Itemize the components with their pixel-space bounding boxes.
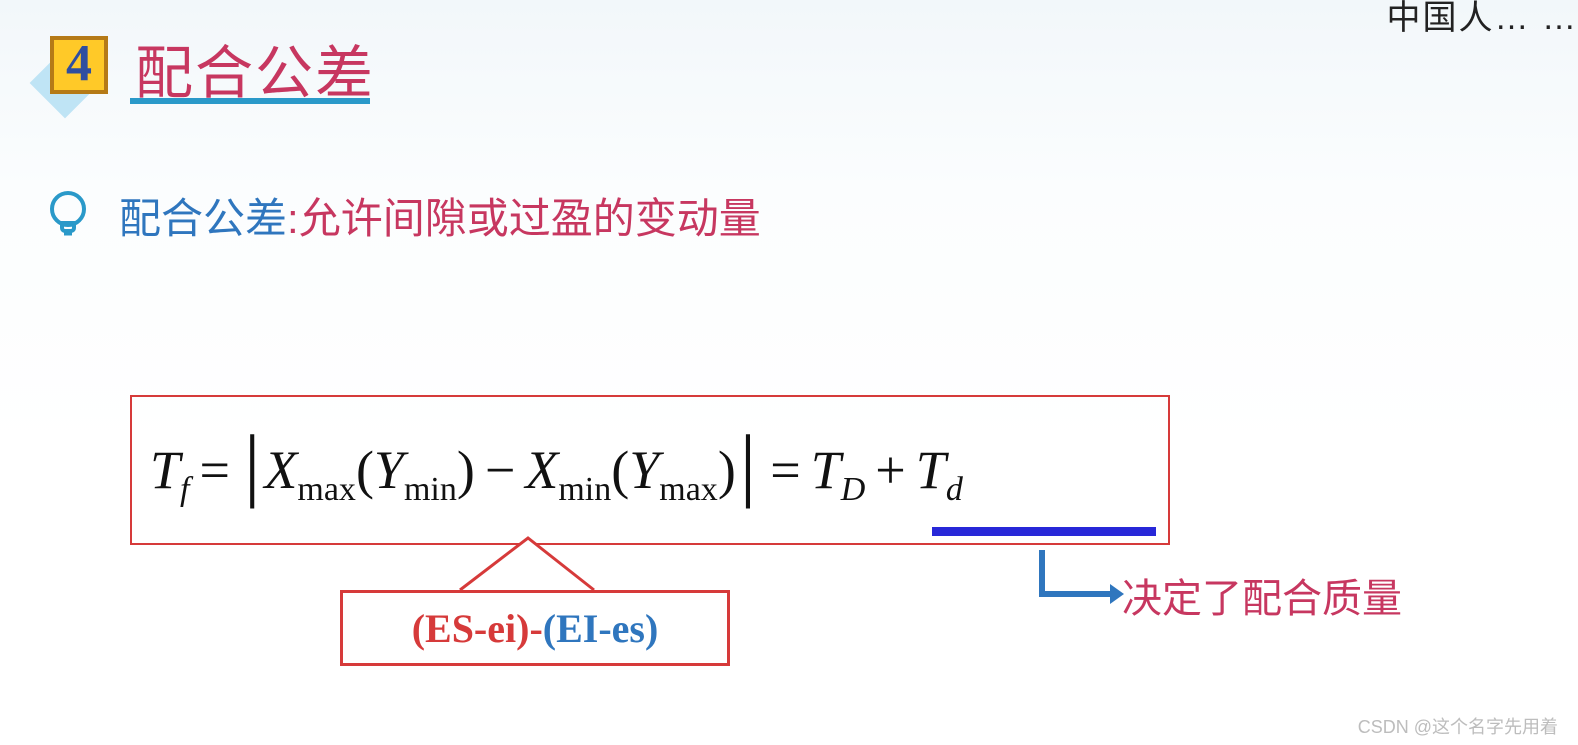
definition-term: 配合公差: [119, 195, 287, 242]
formula-blue-underline: [932, 527, 1156, 536]
lparen-2: (: [611, 439, 629, 501]
definition-text: 配合公差:允许间隙或过盈的变动量: [119, 185, 761, 246]
section-header: 4 配合公差: [30, 18, 390, 108]
callout-arrow-icon: [1022, 548, 1132, 618]
equals-1: =: [200, 439, 230, 501]
watermark-text: CSDN @这个名字先用着: [1358, 713, 1558, 739]
speech-part-1: (ES-ei): [412, 605, 530, 652]
plus: +: [875, 439, 905, 501]
formula-Xmin: Xmin: [525, 439, 611, 501]
lparen-1: (: [356, 439, 374, 501]
equals-2: =: [770, 439, 800, 501]
section-number: 4: [66, 34, 92, 93]
lightbulb-icon: [45, 187, 91, 245]
abs-bar-close: |: [740, 417, 756, 511]
definition-desc: 允许间隙或过盈的变动量: [299, 195, 761, 242]
formula-box: Tf = | Xmax ( Ymin ) − Xmin ( Ymax ) | =…: [130, 395, 1170, 545]
rparen-2: ): [718, 439, 736, 501]
formula-Ymax: Ymax: [629, 439, 718, 501]
formula-Td: Td: [916, 439, 963, 501]
section-number-box: 4: [50, 36, 108, 94]
corner-partial-text: 中国人… …: [1387, 0, 1578, 39]
abs-bar-open: |: [244, 417, 260, 511]
speech-callout: (ES-ei)-(EI-es): [340, 540, 760, 700]
formula-Ymin: Ymin: [374, 439, 457, 501]
speech-box: (ES-ei)-(EI-es): [340, 590, 730, 666]
formula-Tf: Tf: [150, 439, 190, 501]
formula-TD: TD: [811, 439, 866, 501]
callout-right: 决定了配合质量: [1022, 548, 1522, 648]
formula-Xmax: Xmax: [264, 439, 356, 501]
callout-right-label: 决定了配合质量: [1122, 566, 1402, 624]
definition-colon: :: [287, 195, 299, 242]
minus: −: [485, 439, 515, 501]
speech-part-2: (EI-es): [543, 605, 659, 652]
definition-row: 配合公差:允许间隙或过盈的变动量: [45, 185, 761, 246]
speech-dash: -: [529, 605, 542, 652]
section-title-underline: [130, 98, 370, 104]
rparen-1: ): [457, 439, 475, 501]
speech-pointer-icon: [340, 534, 760, 594]
